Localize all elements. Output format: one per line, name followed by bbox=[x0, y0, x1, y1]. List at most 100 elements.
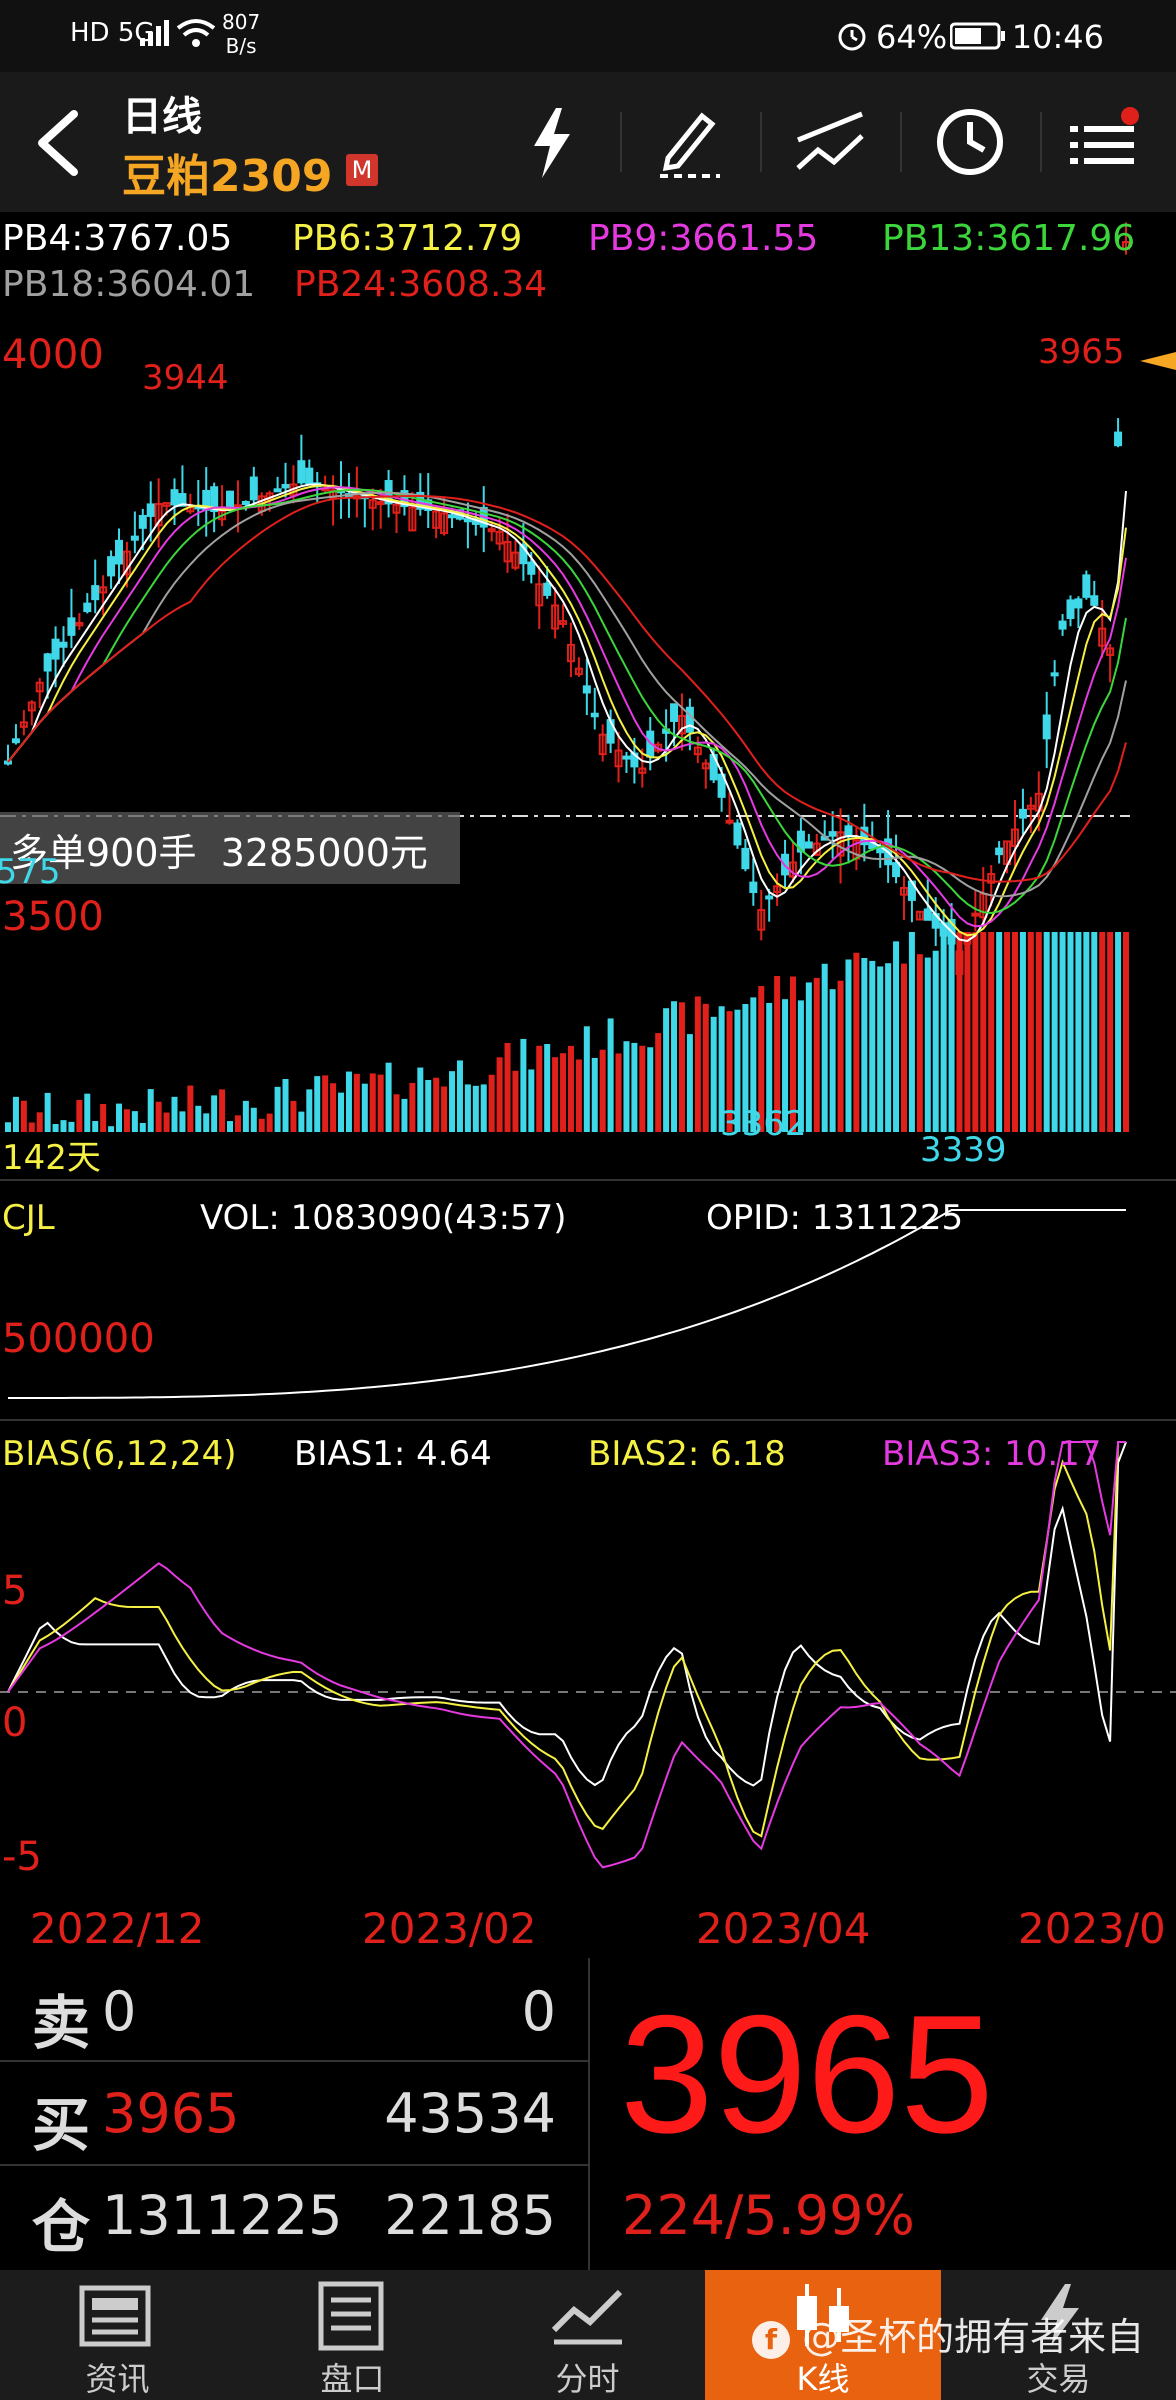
volume-bar bbox=[885, 963, 892, 1132]
candle-body bbox=[796, 830, 805, 853]
volume-bar bbox=[171, 1096, 178, 1132]
volume-bar bbox=[385, 1062, 392, 1132]
nav-kline[interactable]: K线 bbox=[705, 2270, 941, 2400]
orderbook-icon bbox=[317, 2280, 387, 2352]
ma-line-pb18 bbox=[7, 491, 1127, 898]
ma-line-pb13 bbox=[7, 488, 1127, 915]
candle-body bbox=[1010, 828, 1019, 847]
candle-body bbox=[701, 762, 710, 770]
volume-bar bbox=[377, 1074, 384, 1132]
volume-bar bbox=[623, 1041, 630, 1132]
intraday-icon bbox=[550, 2284, 626, 2348]
buy-label: 买 bbox=[32, 2091, 91, 2159]
kline-chart-area[interactable]: PB4:3767.05 PB6:3712.79 PB9:3661.55 PB13… bbox=[0, 212, 1176, 1902]
oi-value: 1311225 bbox=[102, 2184, 343, 2247]
volume-bar bbox=[655, 1033, 662, 1132]
candle-body bbox=[582, 685, 591, 694]
nav-orderbook[interactable]: 盘口 bbox=[235, 2270, 470, 2400]
volume-bar bbox=[956, 932, 963, 1132]
sell-qty: 0 bbox=[521, 1980, 556, 2043]
volume-bar bbox=[44, 1092, 51, 1132]
alarm-icon bbox=[836, 20, 868, 52]
volume-bar bbox=[1067, 932, 1074, 1132]
indicator-pb4: PB4:3767.05 bbox=[2, 218, 233, 259]
oi-change: 22185 bbox=[384, 2184, 556, 2247]
candle-body bbox=[91, 585, 100, 601]
bias3-value: BIAS3: 10.17 bbox=[882, 1434, 1102, 1474]
volume-bar bbox=[227, 1121, 234, 1132]
volume-bar bbox=[1091, 932, 1098, 1132]
buy-qty: 43534 bbox=[384, 2082, 556, 2145]
menu-icon[interactable] bbox=[1066, 102, 1146, 182]
candle-body bbox=[1058, 620, 1067, 630]
nav-intraday[interactable]: 分时 bbox=[470, 2270, 705, 2400]
volume-bar bbox=[353, 1073, 360, 1132]
sell-price[interactable]: 0 bbox=[102, 1980, 137, 2043]
volume-bar bbox=[766, 1002, 773, 1132]
exchange-badge: M bbox=[346, 154, 378, 186]
candle-body bbox=[590, 712, 599, 718]
kline-chart[interactable] bbox=[0, 212, 1176, 1902]
period-label[interactable]: 日线 bbox=[122, 94, 202, 140]
volume-bar bbox=[496, 1057, 503, 1132]
volume-bar bbox=[488, 1074, 495, 1132]
candle-body bbox=[281, 484, 290, 489]
candle-body bbox=[773, 885, 782, 894]
candle-body bbox=[138, 515, 147, 529]
candle-body bbox=[566, 643, 575, 663]
candle-body bbox=[226, 490, 235, 510]
volume-bar bbox=[456, 1060, 463, 1132]
volume-bar bbox=[567, 1045, 574, 1132]
volume-bar bbox=[76, 1100, 83, 1132]
candle-body bbox=[27, 701, 36, 712]
volume-bar bbox=[60, 1120, 67, 1132]
clock-icon[interactable] bbox=[930, 102, 1010, 182]
buy-price[interactable]: 3965 bbox=[102, 2082, 240, 2145]
lightning-icon[interactable] bbox=[512, 102, 592, 182]
status-bar: HD 5G 807 B/s 64% 10:46 bbox=[0, 0, 1176, 72]
quote-left-box bbox=[0, 1958, 590, 2270]
indicator-pb18: PB18:3604.01 bbox=[2, 264, 256, 305]
candle-body bbox=[305, 467, 314, 486]
nav-news[interactable]: 资讯 bbox=[0, 2270, 235, 2400]
candle-body bbox=[765, 895, 774, 900]
volume-bar bbox=[552, 1057, 559, 1132]
drawing-tool-icon[interactable] bbox=[790, 102, 870, 182]
candle-body bbox=[210, 486, 219, 513]
candle-body bbox=[273, 488, 282, 493]
volume-bar bbox=[266, 1113, 273, 1132]
volume-bar bbox=[813, 977, 820, 1132]
position-tag[interactable] bbox=[0, 812, 460, 884]
candle-body bbox=[1122, 241, 1130, 250]
x-axis: 2022/12 2023/02 2023/04 2023/0 bbox=[0, 1902, 1176, 1954]
contract-name[interactable]: 豆粕2309 bbox=[122, 151, 333, 202]
volume-bar bbox=[845, 959, 852, 1132]
volume-bar bbox=[861, 957, 868, 1132]
volume-bar bbox=[805, 982, 812, 1132]
volume-bar bbox=[1051, 932, 1058, 1132]
candle-body bbox=[448, 514, 457, 519]
volume-y-label: 500000 bbox=[2, 1316, 155, 1362]
volume-bar bbox=[710, 1016, 717, 1132]
candle-body bbox=[551, 604, 560, 630]
candle-body bbox=[828, 831, 837, 837]
volume-bar bbox=[1004, 932, 1011, 1132]
volume-bar bbox=[250, 1107, 257, 1132]
nav-trade[interactable]: 交易 bbox=[941, 2270, 1176, 2400]
bias-name: BIAS(6,12,24) bbox=[2, 1434, 237, 1474]
volume-name: CJL bbox=[2, 1198, 55, 1238]
volume-bar bbox=[607, 1018, 614, 1132]
candle-body bbox=[622, 755, 631, 760]
price-change: 224/5.99% bbox=[622, 2184, 915, 2247]
volume-bar bbox=[671, 1001, 678, 1132]
battery-icon bbox=[949, 22, 1006, 50]
pencil-icon[interactable] bbox=[650, 102, 730, 182]
volume-bar bbox=[686, 1034, 693, 1132]
volume-bar bbox=[504, 1042, 511, 1132]
back-icon[interactable] bbox=[30, 108, 90, 178]
volume-bar bbox=[900, 963, 907, 1132]
volume-bar bbox=[5, 1122, 11, 1132]
bias1-line bbox=[7, 1441, 1127, 1787]
volume-bar bbox=[591, 1057, 598, 1132]
volume-bar bbox=[36, 1112, 43, 1132]
